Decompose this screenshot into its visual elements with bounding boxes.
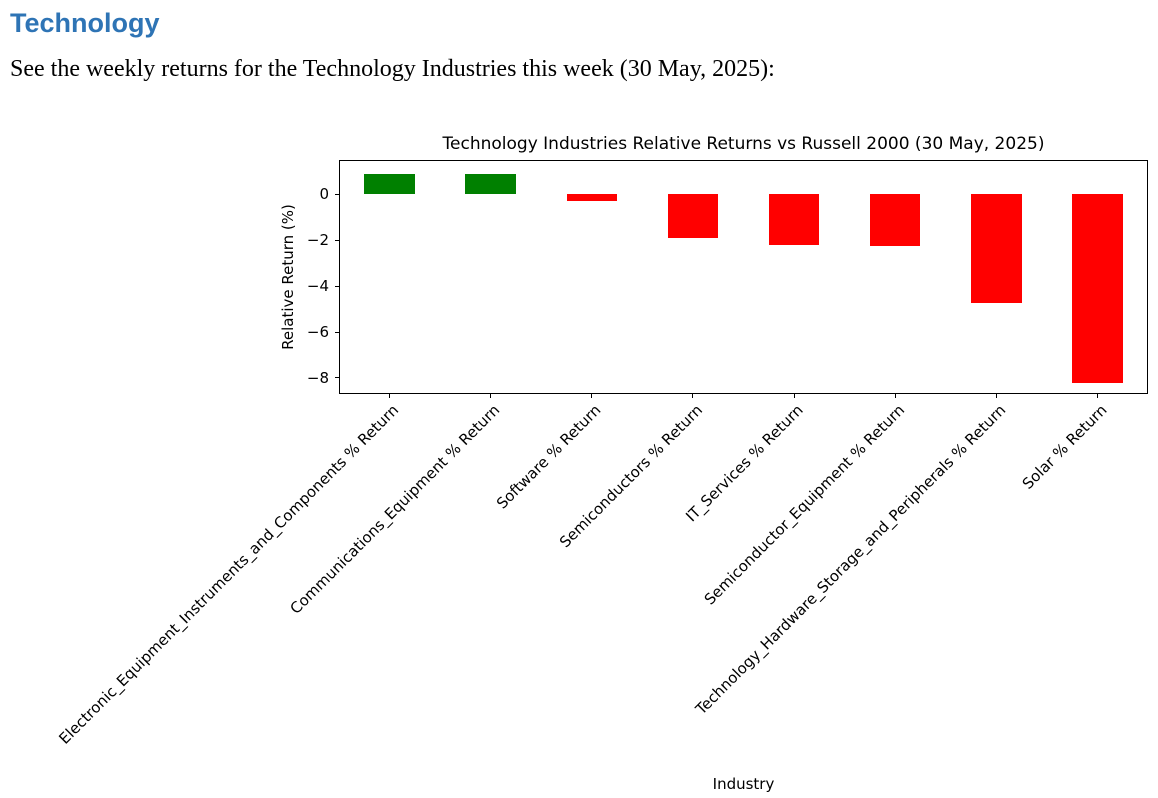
bar [364,173,415,195]
x-tick [995,394,997,398]
y-tick [335,239,339,241]
y-tick [335,193,339,195]
bar [869,194,921,247]
x-tick-label: Electronic_Equipment_Instruments_and_Com… [55,401,403,748]
page-title: Technology [10,8,160,38]
y-tick-label: −8 [306,368,329,387]
bar [566,194,618,202]
x-tick [894,394,896,398]
chart-title: Technology Industries Relative Returns v… [442,134,1045,154]
y-tick [335,331,339,333]
x-tick [389,394,391,398]
bar [465,173,516,195]
intro-text: See the weekly returns for the Technolog… [10,56,775,82]
bar [1072,194,1123,383]
x-tick [591,394,593,398]
x-tick-label: Semiconductor_Equipment % Return [700,401,908,609]
y-tick [335,285,339,287]
x-tick [692,394,694,398]
y-tick-label: −6 [306,323,329,342]
x-tick-label: Solar % Return [1018,401,1111,493]
bar [667,194,719,238]
bar [971,194,1022,304]
y-tick-label: −4 [306,277,329,296]
y-tick-label: −2 [306,231,329,250]
x-tick [490,394,492,398]
x-tick-label: Software % Return [493,401,605,513]
y-tick [335,377,339,379]
x-tick-label: Communications_Equipment % Return [286,401,504,618]
y-tick-label: 0 [319,185,329,204]
x-axis-label: Industry [712,775,775,793]
bar [768,194,820,245]
plot-area [339,160,1148,394]
x-tick [1096,394,1098,398]
x-tick [793,394,795,398]
